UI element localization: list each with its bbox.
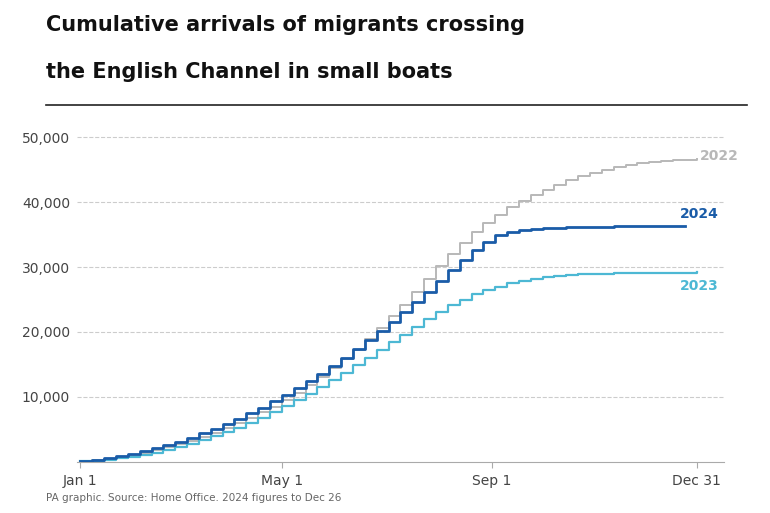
Text: PA graphic. Source: Home Office. 2024 figures to Dec 26: PA graphic. Source: Home Office. 2024 fi… <box>46 493 342 503</box>
Text: 2023: 2023 <box>680 279 718 293</box>
Text: Cumulative arrivals of migrants crossing: Cumulative arrivals of migrants crossing <box>46 15 525 35</box>
Text: 2024: 2024 <box>680 207 718 222</box>
Text: 2022: 2022 <box>700 149 739 163</box>
Text: the English Channel in small boats: the English Channel in small boats <box>46 62 453 82</box>
